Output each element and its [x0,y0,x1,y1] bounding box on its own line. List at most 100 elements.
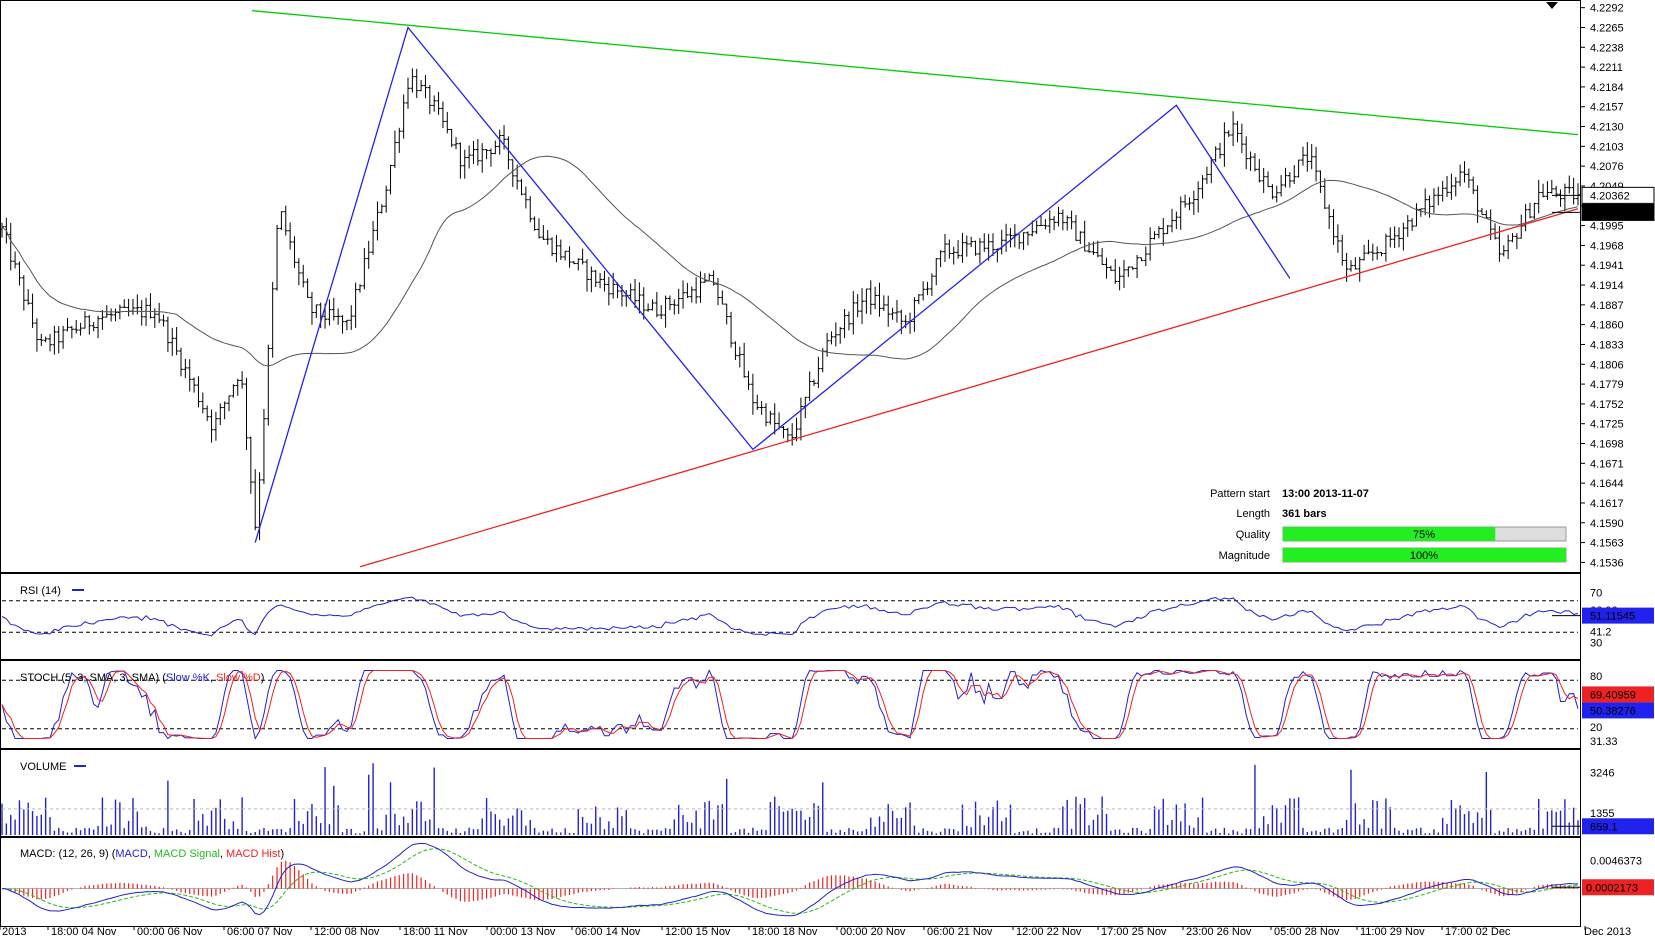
price-tick-label: 4.2211 [1590,62,1623,74]
rsi-layer [1,596,1579,637]
time-tick-label: 00:00 13 Nov [490,926,556,937]
price-tick-label: 4.1806 [1590,359,1624,371]
time-tick-label: 17:00 25 Nov [1101,926,1167,937]
price-tick-label: 4.1644 [1590,478,1624,490]
price-tick-label: 4.1698 [1590,439,1624,451]
length-label: Length [1236,508,1270,520]
secondary-price-box [1581,203,1655,221]
macd-title-line: MACD: (12, 26, 9) (MACD, MACD Signal, MA… [20,848,284,860]
time-tick-label: 06:00 07 Nov [227,926,293,937]
stoch-value-box [1582,702,1654,719]
macd-layer [1,842,1579,917]
time-tick-label: 18:00 11 Nov [403,926,468,937]
macd-paren-close: ) [280,848,284,860]
price-tick-label: 4.1860 [1590,320,1624,332]
volume-panel-frame [0,749,1581,837]
price-tick-label: 4.2238 [1590,42,1624,54]
time-tick-label: 23:00 26 Nov [1186,926,1252,937]
volume-value-box [1582,818,1654,835]
quality-label: Quality [1236,529,1271,541]
volume-layer [1,763,1579,835]
time-tick-label: 2013 [2,926,26,937]
price-tick-label: 4.1968 [1590,240,1624,252]
rsi-series-line [1,596,1579,637]
volume-axis-label-high: 3246 [1590,767,1614,779]
time-tick-label: 12:00 08 Nov [314,926,380,937]
current-price-text: 4.20362 [1590,190,1630,202]
price-tick-label: 4.1752 [1590,399,1624,411]
time-tick-label: 18:00 18 Nov [752,926,818,937]
stoch-value-box [1582,686,1654,703]
magnitude-label: Magnitude [1219,550,1270,562]
stoch-sep: , [210,672,216,684]
price-tick-label: 4.2184 [1590,82,1624,94]
macd-line [1,842,1579,917]
price-tick-label: 4.1617 [1590,498,1624,510]
time-tick-label: 18:00 04 Nov [51,926,117,937]
secondary-price-text: 4.20130 [1590,207,1630,219]
stoch-d-name: Slow %D [216,672,261,684]
stoch-title-line: STOCH (5, 3, SMA, 3, SMA) (Slow %K, Slow… [20,672,264,684]
price-tick-label: 4.2157 [1590,102,1624,114]
stoch-title-prefix: STOCH (5, 3, SMA, 3, SMA) [20,672,159,684]
quality-bar-fill [1283,527,1496,541]
stoch-series-line [1,669,1579,740]
price-tick-label: 4.1995 [1590,221,1624,233]
length-value: 361 bars [1282,508,1327,520]
stoch-axis-label: 31.33 [1590,736,1618,748]
macd-title: MACD: (12, 26, 9) (MACD, MACD Signal, MA… [20,848,284,860]
rsi-title: RSI (14) [20,585,84,597]
volume-title: VOLUME [20,761,86,773]
stoch-value-text: 69.40959 [1590,689,1636,701]
macd-title-prefix: MACD: (12, 26, 9) [20,848,109,860]
time-tick-label: 11:00 29 Nov [1360,926,1425,937]
pattern-start-label: Pattern start [1210,488,1270,500]
price-tick-label: 4.1725 [1590,419,1624,431]
stoch-level-80-label: 80 [1590,671,1602,683]
pattern-start-value: 13:00 2013-11-07 [1282,488,1369,500]
current-price-box [1581,186,1655,204]
stoch-k-name: Slow %K [166,672,211,684]
rsi-value-box [1582,607,1654,624]
price-tick-label: 4.1833 [1590,339,1624,351]
stoch-value-text: 50.38276 [1590,705,1636,717]
price-tick-label: 4.1914 [1590,280,1624,292]
rsi-title-text: RSI (14) [20,585,61,597]
volume-axis-label-mid: 1355 [1590,808,1614,820]
stoch-panel-frame [0,660,1581,749]
axis-layer: 4.2292 4.2265 4.2238 4.2211 4.2184 4.2157 4.21… [0,3,1655,938]
stoch-paren-close: ) [261,672,265,684]
rsi-panel-frame [0,573,1581,660]
magnitude-bar-fill [1283,548,1566,562]
macd-value-text: 0.0002173 [1586,882,1638,894]
price-tick-label: 4.1887 [1590,300,1624,312]
time-tick-label: 05:00 28 Nov [1274,926,1340,937]
time-tick-label: 00:00 06 Nov [137,926,203,937]
pattern-lower-line [359,208,1579,568]
magnitude-value: 100% [1410,550,1438,562]
macd-name: MACD [115,848,147,860]
macd-hist-name: MACD Hist [226,848,280,860]
price-tick-label: 4.2130 [1590,122,1624,134]
macd-value-box [1582,879,1654,896]
scroll-marker-icon[interactable] [1546,2,1558,9]
price-tick-label: 4.1590 [1590,518,1624,530]
rsi-level-70-label: 70 [1590,588,1602,600]
rsi-value-text: 51.11545 [1590,611,1635,623]
price-tick-label: 4.1536 [1590,557,1624,569]
pattern-upper-line [251,9,1579,136]
stoch-title: STOCH (5, 3, SMA, 3, SMA) (Slow %K, Slow… [20,672,264,684]
price-tick-label: 4.2076 [1590,161,1624,173]
macd-paren-open: ( [109,848,116,860]
time-tick-label: 06:00 14 Nov [575,926,641,937]
rsi-level-30-label: 30 [1590,637,1602,649]
price-tick-label: 4.1563 [1590,538,1624,550]
stoch-layer [1,669,1579,740]
macd-sep2: , [220,848,226,860]
moving-average-line [1,155,1579,367]
volume-title-text: VOLUME [20,761,66,773]
macd-sep1: , [148,848,154,860]
